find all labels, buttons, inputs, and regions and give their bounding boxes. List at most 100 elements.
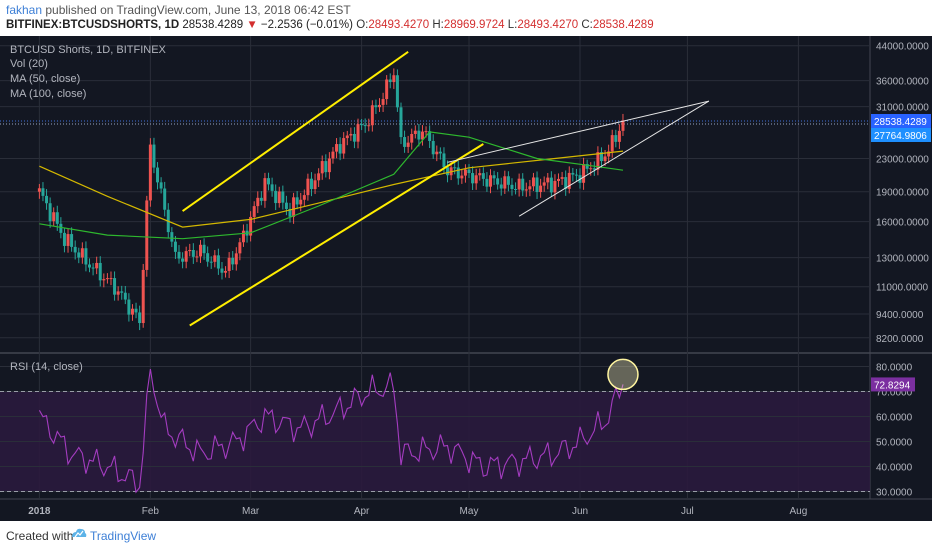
candle-body <box>163 188 167 210</box>
candle-body <box>231 257 235 265</box>
price-tick-label: 8200.0000 <box>876 334 924 345</box>
rsi-grid <box>0 366 870 492</box>
tradingview-brand[interactable]: TradingView <box>90 529 157 543</box>
candle-body <box>546 177 550 183</box>
candle-body <box>589 168 593 170</box>
candle-body <box>585 164 589 169</box>
candle-body <box>202 244 206 254</box>
candle-body <box>378 104 382 108</box>
candle-body <box>159 182 163 189</box>
candle-body <box>80 248 84 258</box>
legend-ma50: MA (50, close) <box>10 73 80 85</box>
rsi-value-tag[interactable] <box>871 377 915 392</box>
candle-body <box>302 195 306 200</box>
candle-body <box>299 199 303 205</box>
candle-body <box>263 178 267 201</box>
tradingview-logo-icon[interactable] <box>70 527 88 541</box>
candle-body <box>45 195 49 204</box>
candle-body <box>109 278 113 280</box>
candle-body <box>388 79 392 83</box>
created-with-label: Created with <box>6 529 74 543</box>
candle-body <box>98 262 102 281</box>
candle-body <box>238 242 242 254</box>
last-price-tag[interactable] <box>871 113 931 128</box>
candle-body <box>596 152 600 170</box>
price-tick-label: 11000.0000 <box>876 283 929 294</box>
ma-value-tag[interactable] <box>871 127 931 142</box>
candle-body <box>120 291 124 293</box>
candle-body <box>406 142 410 147</box>
candle-body <box>428 131 432 141</box>
time-axis[interactable]: 2018 Feb Mar Apr May Jun Jul Aug <box>28 506 807 517</box>
wedge-upper-trendline[interactable] <box>447 100 710 163</box>
candle-body <box>557 178 561 181</box>
candle-body <box>267 178 271 185</box>
author-link[interactable]: fakhan <box>6 3 43 17</box>
candle-body <box>410 134 414 143</box>
candle-body <box>138 312 142 324</box>
candle-body <box>52 212 56 222</box>
candle-body <box>224 270 228 273</box>
candle-body <box>456 167 460 179</box>
chart-canvas[interactable]: 44000.0000 36000.0000 31000.0000 23000.0000… <box>0 36 932 521</box>
candle-body <box>592 168 596 170</box>
candle-body <box>48 203 52 222</box>
candle-body <box>535 177 539 193</box>
candle-body <box>446 167 450 176</box>
candle-body <box>309 178 313 190</box>
candle-body <box>460 175 464 179</box>
rsi-tick-label: 80.0000 <box>876 363 913 374</box>
candle-body <box>345 135 349 139</box>
candle-body <box>499 184 503 189</box>
candle-body <box>488 175 492 187</box>
candle-body <box>582 164 586 183</box>
candle-body <box>420 131 424 140</box>
channel-upper-trendline[interactable] <box>182 50 409 212</box>
candle-body <box>281 191 285 203</box>
candle-body <box>381 99 385 105</box>
candle-body <box>549 177 553 193</box>
candle-body <box>188 249 192 252</box>
candle-body <box>173 241 177 252</box>
price-axis[interactable]: 44000.0000 36000.0000 31000.0000 23000.0000… <box>871 42 931 499</box>
candle-body <box>399 107 403 138</box>
candle-body <box>564 177 568 189</box>
candle-body <box>521 178 525 191</box>
chart-header: fakhan published on TradingView.com, Jun… <box>0 0 932 36</box>
candle-body <box>206 253 210 262</box>
candle-body <box>141 269 145 324</box>
candle-body <box>184 251 188 262</box>
candle-body <box>453 167 457 169</box>
candle-body <box>607 151 611 157</box>
candle-body <box>41 188 45 196</box>
candle-body <box>113 278 117 295</box>
candle-body <box>492 175 496 179</box>
trendlines[interactable] <box>182 50 710 327</box>
candles <box>37 68 625 331</box>
candle-body <box>331 151 335 159</box>
candle-body <box>363 125 367 127</box>
candle-body <box>37 188 41 192</box>
candle-body <box>385 79 389 100</box>
publish-info: fakhan published on TradingView.com, Jun… <box>6 3 351 17</box>
time-tick-label: Feb <box>142 506 160 517</box>
legend: BTCUSD Shorts, 1D, BITFINEX Vol (20) MA … <box>10 44 167 373</box>
candle-body <box>324 161 328 173</box>
channel-lower-trendline[interactable] <box>189 143 484 327</box>
moving-averages <box>39 131 624 240</box>
candle-body <box>77 252 81 258</box>
candle-body <box>370 105 374 126</box>
symbol-label: BITFINEX:BTCUSDSHORTS, 1D <box>6 19 180 31</box>
wedge-lower-trendline[interactable] <box>518 100 710 217</box>
candle-body <box>134 308 138 313</box>
candle-body <box>62 232 66 246</box>
candle-body <box>539 185 543 193</box>
rsi-line <box>38 369 624 494</box>
candle-body <box>156 167 160 183</box>
candle-body <box>335 144 339 152</box>
candle-body <box>481 173 485 179</box>
candle-body <box>170 232 174 242</box>
rsi-tick-label: 30.0000 <box>876 488 913 499</box>
candle-body <box>574 174 578 176</box>
candle-body <box>256 197 260 207</box>
